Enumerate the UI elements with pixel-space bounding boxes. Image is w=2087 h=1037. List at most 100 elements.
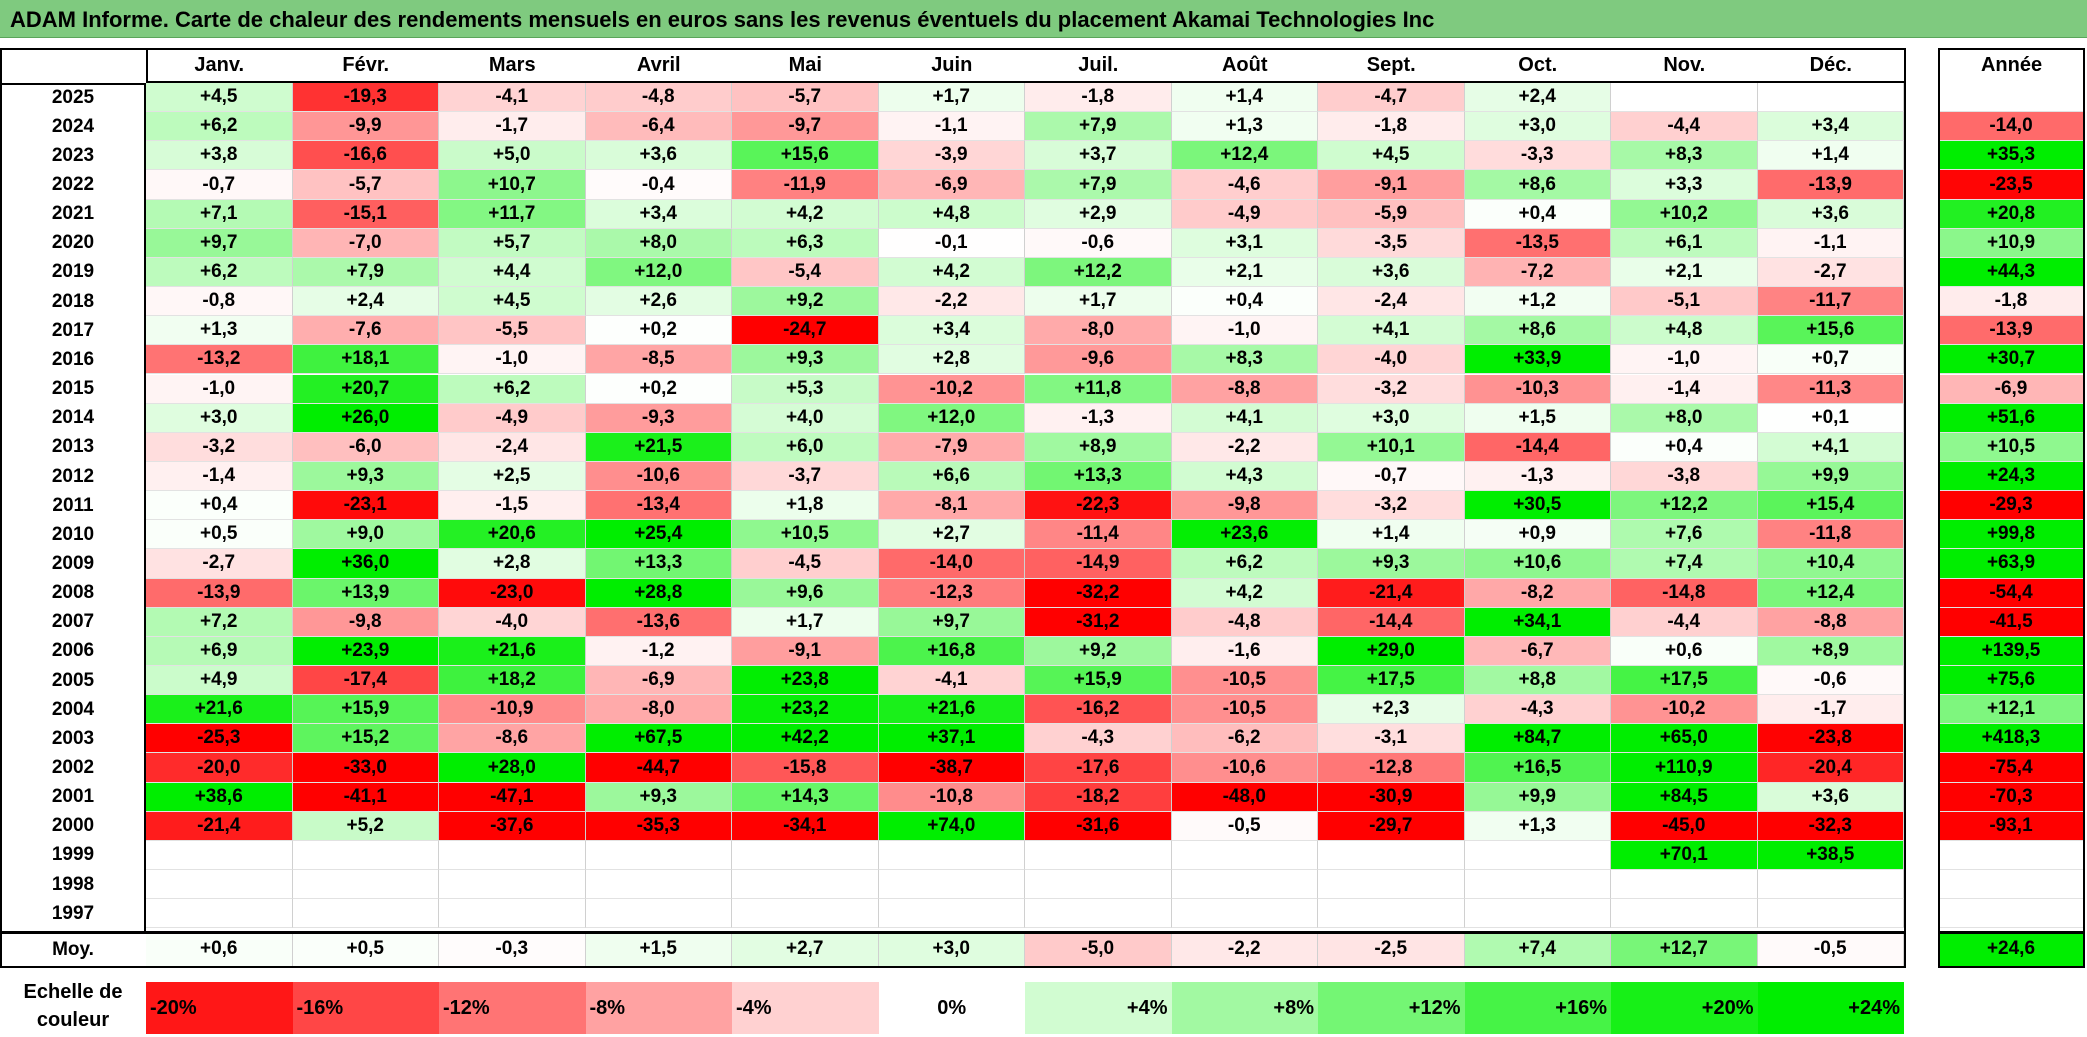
heatmap-cell: +8,9 [1757, 636, 1904, 666]
average-cell: +0,5 [292, 932, 439, 967]
annual-cell: +418,3 [1938, 724, 2085, 754]
heatmap-cell: +4,1 [1318, 316, 1465, 346]
heatmap-cell: -35,3 [585, 811, 732, 841]
heatmap-cell: +9,9 [1464, 782, 1611, 812]
heatmap-cell: +6,2 [439, 374, 586, 404]
chart-title: ADAM Informe. Carte de chaleur des rende… [0, 0, 2087, 38]
heatmap-cell: -13,9 [1757, 170, 1904, 200]
legend-swatch: +20% [1611, 982, 1758, 1034]
heatmap-cell [585, 899, 732, 929]
heatmap-cell [878, 899, 1025, 929]
year-label: 2008 [51, 582, 95, 604]
heatmap-cell: -0,6 [1757, 666, 1904, 696]
legend-swatch: 0% [878, 982, 1025, 1034]
average-cell: +2,7 [732, 932, 879, 967]
heatmap-cell: +1,4 [1318, 520, 1465, 550]
heatmap-cell: -7,2 [1464, 257, 1611, 288]
heatmap-cell: +74,0 [878, 811, 1025, 841]
average-annual-cell: +24,6 [1938, 932, 2085, 967]
heatmap-cell: -6,0 [292, 432, 439, 462]
heatmap-cell: -8,8 [1757, 607, 1904, 637]
heatmap-cell: -3,8 [1611, 461, 1758, 492]
heatmap-cell: +6,0 [732, 432, 879, 462]
heatmap-cell: +42,2 [732, 724, 879, 754]
heatmap-cell: +10,4 [1757, 549, 1904, 579]
heatmap-cell: -0,5 [1171, 811, 1318, 841]
annual-cell: -41,5 [1938, 607, 2085, 637]
heatmap-cell: -21,4 [1318, 578, 1465, 608]
heatmap-cell: +4,1 [1757, 432, 1904, 462]
heatmap-cell: +16,8 [878, 636, 1025, 666]
heatmap-cell: +1,2 [1464, 287, 1611, 317]
heatmap-cell: +7,1 [146, 199, 293, 229]
heatmap-cell: +5,7 [439, 228, 586, 258]
annual-cell: -23,5 [1938, 170, 2085, 200]
heatmap-cell: -1,7 [1757, 695, 1904, 725]
heatmap-cell: +9,3 [732, 345, 879, 375]
heatmap-cell: -32,3 [1757, 811, 1904, 841]
heatmap-cell: +23,9 [292, 636, 439, 666]
heatmap-cell: +13,3 [1025, 461, 1172, 492]
heatmap-cell: -0,7 [146, 170, 293, 200]
heatmap-cell: +21,6 [878, 695, 1025, 725]
heatmap-cell: -8,6 [439, 724, 586, 754]
heatmap-cell: +4,0 [732, 403, 879, 433]
heatmap-cell: +37,1 [878, 724, 1025, 754]
heatmap-cell: -9,8 [292, 607, 439, 637]
heatmap-cell: +10,2 [1611, 199, 1758, 229]
heatmap-cell: +4,8 [1611, 316, 1758, 346]
heatmap-cell: +7,2 [146, 607, 293, 637]
heatmap-cell: +0,1 [1757, 403, 1904, 433]
heatmap-cell: -3,3 [1464, 141, 1611, 171]
heatmap-cell: +17,5 [1611, 666, 1758, 696]
average-cell: -2,5 [1318, 932, 1465, 967]
heatmap-cell: +9,7 [878, 607, 1025, 637]
heatmap-cell: -21,4 [146, 811, 293, 841]
year-label: 2020 [51, 232, 95, 254]
heatmap-cell: +0,4 [1611, 432, 1758, 462]
heatmap-cell: +12,4 [1171, 141, 1318, 171]
heatmap-cell [878, 870, 1025, 900]
heatmap-cell: +38,5 [1757, 840, 1904, 871]
year-label: 2013 [51, 436, 95, 458]
heatmap-cell: -16,2 [1025, 695, 1172, 725]
heatmap-cell: -32,2 [1025, 578, 1172, 608]
heatmap-cell: +4,4 [439, 257, 586, 288]
heatmap-cell: -23,0 [439, 578, 586, 608]
heatmap-cell: +28,8 [585, 578, 732, 608]
heatmap-cell [1464, 870, 1611, 900]
heatmap-cell: -5,4 [732, 257, 879, 288]
annual-cell: +75,6 [1938, 666, 2085, 696]
heatmap-cell: +6,2 [146, 112, 293, 142]
heatmap-cell: +38,6 [146, 782, 293, 812]
annual-cell: -1,8 [1938, 287, 2085, 317]
month-header: Mars [488, 54, 536, 76]
heatmap-cell: +23,2 [732, 695, 879, 725]
annual-cell: -14,0 [1938, 112, 2085, 142]
heatmap-cell: +3,6 [585, 141, 732, 171]
heatmap-cell: +10,7 [439, 170, 586, 200]
year-label: 2000 [51, 815, 95, 837]
heatmap-cell: +1,3 [146, 316, 293, 346]
annual-cell: +30,7 [1938, 345, 2085, 375]
heatmap-cell: +9,0 [292, 520, 439, 550]
heatmap-cell: -7,6 [292, 316, 439, 346]
year-label: 2006 [51, 640, 95, 662]
heatmap-cell: +6,6 [878, 461, 1025, 492]
color-scale-label-line1: Echelle de [23, 981, 123, 1003]
annual-cell: +99,8 [1938, 520, 2085, 550]
heatmap-cell: +3,6 [1757, 199, 1904, 229]
heatmap-cell: +10,6 [1464, 549, 1611, 579]
heatmap-cell: +4,8 [878, 199, 1025, 229]
average-cell: -0,5 [1757, 932, 1904, 967]
annual-cell: +10,5 [1938, 432, 2085, 462]
heatmap-cell: -4,4 [1611, 607, 1758, 637]
heatmap-cell: -8,2 [1464, 578, 1611, 608]
heatmap-cell: -4,9 [1171, 199, 1318, 229]
heatmap-cell: +4,9 [146, 666, 293, 696]
heatmap-cell: -37,6 [439, 811, 586, 841]
heatmap-cell: +3,4 [585, 199, 732, 229]
heatmap-cell: +8,0 [1611, 403, 1758, 433]
annual-cell [1938, 83, 2085, 113]
heatmap-cell: +12,2 [1611, 491, 1758, 521]
